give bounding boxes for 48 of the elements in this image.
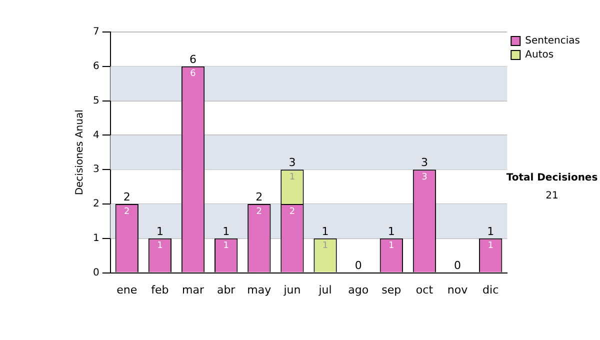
total-label: 1 bbox=[487, 224, 494, 238]
x-tick-label: ene bbox=[116, 283, 138, 296]
y-tick-label: 1 bbox=[92, 232, 100, 244]
total-label: 0 bbox=[454, 259, 462, 272]
x-tick-label: may bbox=[247, 283, 272, 296]
total-label: 3 bbox=[420, 156, 428, 169]
x-tick-label: sep bbox=[382, 283, 402, 296]
data-label: 1 bbox=[289, 172, 296, 182]
y-tick-label: 0 bbox=[92, 267, 100, 278]
x-tick-label: feb bbox=[151, 283, 169, 296]
y-axis-title: Decisiones Anual bbox=[74, 110, 86, 196]
x-tick-label: oct bbox=[416, 283, 434, 296]
legend-label: Autos bbox=[525, 50, 554, 61]
data-label: 1 bbox=[488, 241, 494, 252]
total-label: 6 bbox=[190, 52, 197, 66]
data-label: 3 bbox=[422, 172, 428, 182]
data-label: 2 bbox=[289, 206, 296, 217]
total-label: 2 bbox=[123, 190, 130, 204]
x-tick-label: jul bbox=[318, 283, 332, 296]
total-label: 1 bbox=[156, 224, 164, 238]
data-label: 2 bbox=[256, 206, 262, 217]
data-label: 1 bbox=[322, 241, 328, 252]
data-label: 1 bbox=[157, 241, 163, 252]
x-tick-label: nov bbox=[447, 283, 468, 296]
x-tick-label: abr bbox=[216, 283, 236, 296]
y-tick-label: 5 bbox=[92, 95, 100, 106]
total-label: 3 bbox=[288, 156, 296, 169]
legend-label: Sentencias bbox=[525, 36, 580, 47]
data-label: 1 bbox=[388, 241, 394, 252]
total-label: 2 bbox=[256, 190, 263, 204]
x-tick-label: dic bbox=[482, 283, 499, 296]
annotation: Total Decisiones bbox=[506, 172, 598, 184]
y-tick-label: 2 bbox=[92, 198, 100, 210]
y-tick-label: 7 bbox=[92, 26, 100, 38]
text: 21 bbox=[546, 190, 558, 202]
x-tick-label: ago bbox=[348, 283, 369, 296]
total-label: 1 bbox=[322, 224, 329, 238]
x-tick-label: mar bbox=[182, 283, 204, 296]
total-label: 1 bbox=[388, 224, 395, 238]
data-label: 1 bbox=[223, 241, 229, 252]
y-tick-label: 3 bbox=[92, 164, 100, 176]
total-label: 0 bbox=[354, 259, 362, 272]
total-label: 1 bbox=[222, 224, 230, 238]
data-label: 6 bbox=[190, 69, 196, 80]
y-tick-label: 6 bbox=[92, 60, 100, 72]
data-label: 2 bbox=[124, 206, 130, 217]
x-tick-label: jun bbox=[282, 283, 301, 296]
y-tick-label: 4 bbox=[92, 130, 100, 141]
